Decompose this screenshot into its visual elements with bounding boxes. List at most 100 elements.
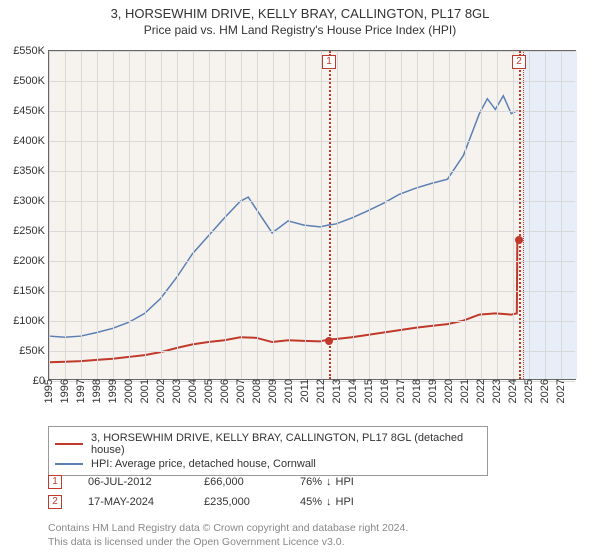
legend-swatch — [55, 463, 83, 465]
gridline-v — [113, 51, 114, 379]
gridline-v — [177, 51, 178, 379]
gridline-v — [193, 51, 194, 379]
y-tick-label: £100K — [13, 315, 49, 327]
x-tick-label: 1998 — [91, 379, 103, 409]
series-line — [49, 96, 518, 338]
gridline-v — [273, 51, 274, 379]
x-tick-label: 2002 — [155, 379, 167, 409]
x-tick-label: 2009 — [267, 379, 279, 409]
attribution-line2: This data is licensed under the Open Gov… — [48, 536, 408, 550]
legend-swatch — [55, 443, 83, 445]
x-tick-label: 2000 — [123, 379, 135, 409]
gridline-v — [225, 51, 226, 379]
event-delta: 45% ↓ HPI — [300, 496, 354, 508]
legend: 3, HORSEWHIM DRIVE, KELLY BRAY, CALLINGT… — [48, 426, 488, 476]
chart-area: £0£50K£100K£150K£200K£250K£300K£350K£400… — [48, 50, 576, 380]
event-line — [519, 51, 521, 379]
gridline-v — [433, 51, 434, 379]
gridline-v — [161, 51, 162, 379]
gridline-v — [145, 51, 146, 379]
arrow-down-icon: ↓ — [326, 476, 332, 488]
x-tick-label: 2003 — [171, 379, 183, 409]
event-delta: 76% ↓ HPI — [300, 476, 354, 488]
event-point-marker — [515, 236, 523, 244]
event-index-box: 2 — [48, 495, 62, 509]
gridline-v — [465, 51, 466, 379]
x-tick-label: 2017 — [395, 379, 407, 409]
y-tick-label: £450K — [13, 105, 49, 117]
x-tick-label: 2018 — [411, 379, 423, 409]
y-tick-label: £500K — [13, 75, 49, 87]
chart-container: 3, HORSEWHIM DRIVE, KELLY BRAY, CALLINGT… — [0, 0, 600, 560]
gridline-v — [353, 51, 354, 379]
gridline-v — [97, 51, 98, 379]
x-tick-label: 2027 — [555, 379, 567, 409]
attribution: Contains HM Land Registry data © Crown c… — [48, 522, 408, 549]
gridline-v — [497, 51, 498, 379]
y-tick-label: £300K — [13, 195, 49, 207]
legend-item: HPI: Average price, detached house, Corn… — [55, 457, 481, 471]
plot-region: £0£50K£100K£150K£200K£250K£300K£350K£400… — [48, 50, 576, 380]
gridline-v — [257, 51, 258, 379]
gridline-v — [561, 51, 562, 379]
x-tick-label: 2007 — [235, 379, 247, 409]
event-date: 06-JUL-2012 — [88, 476, 178, 488]
x-tick-label: 2001 — [139, 379, 151, 409]
y-tick-label: £150K — [13, 285, 49, 297]
legend-item: 3, HORSEWHIM DRIVE, KELLY BRAY, CALLINGT… — [55, 431, 481, 457]
y-tick-label: £200K — [13, 255, 49, 267]
x-tick-label: 2021 — [459, 379, 471, 409]
gridline-v — [305, 51, 306, 379]
x-tick-label: 2019 — [427, 379, 439, 409]
event-price: £235,000 — [204, 496, 274, 508]
y-tick-label: £400K — [13, 135, 49, 147]
x-tick-label: 2026 — [539, 379, 551, 409]
arrow-down-icon: ↓ — [326, 496, 332, 508]
gridline-v — [529, 51, 530, 379]
x-tick-label: 2004 — [187, 379, 199, 409]
event-marker-box: 2 — [512, 55, 526, 69]
event-date: 17-MAY-2024 — [88, 496, 178, 508]
x-tick-label: 1995 — [43, 379, 55, 409]
gridline-v — [65, 51, 66, 379]
gridline-v — [81, 51, 82, 379]
gridline-v — [417, 51, 418, 379]
x-tick-label: 2023 — [491, 379, 503, 409]
event-row: 106-JUL-2012£66,00076% ↓ HPI — [48, 472, 548, 492]
x-tick-label: 2025 — [523, 379, 535, 409]
x-tick-label: 2022 — [475, 379, 487, 409]
y-tick-label: £350K — [13, 165, 49, 177]
x-tick-label: 2013 — [331, 379, 343, 409]
x-tick-label: 2012 — [315, 379, 327, 409]
x-tick-label: 2020 — [443, 379, 455, 409]
gridline-v — [49, 51, 50, 379]
event-price: £66,000 — [204, 476, 274, 488]
x-tick-label: 2015 — [363, 379, 375, 409]
y-tick-label: £50K — [19, 345, 49, 357]
gridline-v — [401, 51, 402, 379]
gridline-v — [289, 51, 290, 379]
legend-label: HPI: Average price, detached house, Corn… — [91, 458, 316, 470]
x-tick-label: 2006 — [219, 379, 231, 409]
y-tick-label: £550K — [13, 45, 49, 57]
x-tick-label: 1997 — [75, 379, 87, 409]
title-subtitle: Price paid vs. HM Land Registry's House … — [0, 21, 600, 45]
attribution-line1: Contains HM Land Registry data © Crown c… — [48, 522, 408, 536]
gridline-v — [449, 51, 450, 379]
event-line — [329, 51, 331, 379]
gridline-v — [481, 51, 482, 379]
x-tick-label: 2008 — [251, 379, 263, 409]
legend-label: 3, HORSEWHIM DRIVE, KELLY BRAY, CALLINGT… — [91, 432, 481, 456]
y-tick-label: £250K — [13, 225, 49, 237]
x-tick-label: 2016 — [379, 379, 391, 409]
gridline-v — [545, 51, 546, 379]
x-tick-label: 2005 — [203, 379, 215, 409]
title-address: 3, HORSEWHIM DRIVE, KELLY BRAY, CALLINGT… — [0, 0, 600, 21]
gridline-v — [513, 51, 514, 379]
gridline-v — [241, 51, 242, 379]
event-marker-box: 1 — [322, 55, 336, 69]
x-tick-label: 2011 — [299, 379, 311, 409]
x-tick-label: 2010 — [283, 379, 295, 409]
gridline-v — [129, 51, 130, 379]
x-tick-label: 1996 — [59, 379, 71, 409]
